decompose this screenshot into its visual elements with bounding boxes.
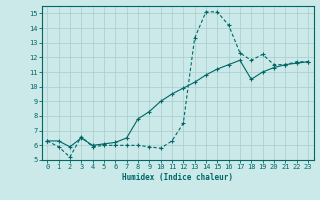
- X-axis label: Humidex (Indice chaleur): Humidex (Indice chaleur): [122, 173, 233, 182]
